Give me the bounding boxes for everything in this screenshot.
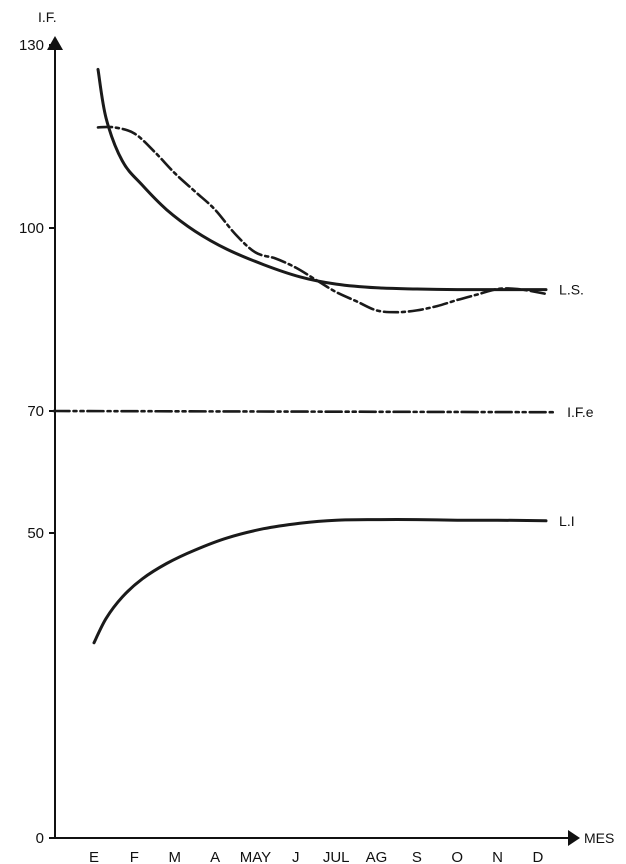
series-ife-line <box>52 409 556 414</box>
series-ls-line <box>96 67 548 292</box>
x-tick-label: J <box>292 849 300 864</box>
series-li-line <box>92 518 548 645</box>
x-tick-label: N <box>492 849 503 864</box>
series-group <box>52 67 556 645</box>
x-axis: MES <box>55 830 614 846</box>
y-tick-label: 130 <box>19 37 44 54</box>
y-axis-arrow <box>47 36 63 50</box>
y-tick-label: 50 <box>27 525 44 542</box>
x-tick-label: M <box>168 849 181 864</box>
x-tick-label: F <box>130 849 139 864</box>
y-tick-label: 100 <box>19 220 44 237</box>
y-tick-label: 0 <box>36 830 44 847</box>
series-label: L.S. <box>559 282 584 298</box>
x-axis-title: MES <box>584 830 614 846</box>
x-tick-label: E <box>89 849 99 864</box>
x-ticks: E F M A MAY J JUL AG S O N D <box>89 849 544 864</box>
y-tick-label: 70 <box>27 403 44 420</box>
series-observed-line <box>96 125 548 314</box>
x-tick-label: O <box>451 849 463 864</box>
x-tick-label: MAY <box>240 849 271 864</box>
x-axis-arrow <box>568 830 580 846</box>
y-ticks: 0 50 70 100 130 <box>19 37 55 847</box>
x-tick-label: S <box>412 849 422 864</box>
series-labels: L.S. I.F.e L.I <box>559 282 594 529</box>
y-axis: I.F. <box>38 9 63 838</box>
x-tick-label: AG <box>366 849 388 864</box>
y-axis-title: I.F. <box>38 9 57 25</box>
series-label: L.I <box>559 513 575 529</box>
series-label: I.F.e <box>567 404 594 420</box>
x-tick-label: A <box>210 849 220 864</box>
x-tick-label: JUL <box>323 849 350 864</box>
x-tick-label: D <box>533 849 544 864</box>
